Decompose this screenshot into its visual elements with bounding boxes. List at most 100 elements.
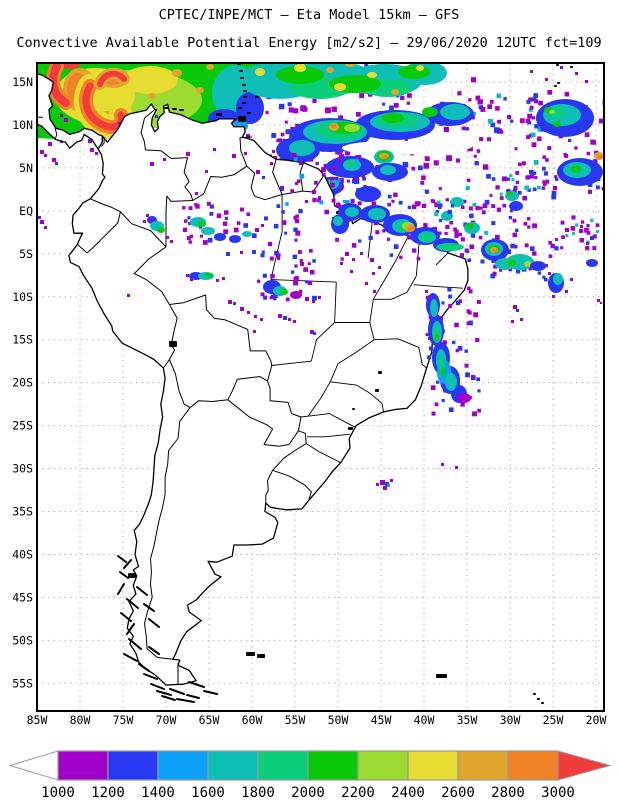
colorbar-tick-label: 1400 xyxy=(141,785,175,800)
cape-cell xyxy=(586,151,591,156)
lon-tick-label: 40W xyxy=(414,713,435,727)
cape-cell xyxy=(393,103,399,108)
cape-blob xyxy=(391,89,399,95)
cape-cell xyxy=(321,172,326,177)
cape-cell xyxy=(586,231,591,235)
cape-cell xyxy=(190,278,193,281)
cape-blob xyxy=(597,155,603,159)
cape-cell xyxy=(590,236,594,240)
cape-cell xyxy=(260,253,265,258)
colorbar-tick-label: 1200 xyxy=(91,785,125,800)
cape-cell xyxy=(143,220,146,223)
cape-cell xyxy=(551,194,557,200)
cape-blob xyxy=(416,65,424,71)
lon-tick-label: 55W xyxy=(285,713,306,727)
cape-cell xyxy=(571,226,576,231)
cape-cell xyxy=(265,110,269,115)
cape-cell xyxy=(495,234,500,240)
cape-blob xyxy=(196,87,204,93)
cape-cell xyxy=(543,171,549,176)
cape-blob xyxy=(509,201,523,211)
cape-cell xyxy=(276,256,280,260)
cape-cell xyxy=(512,188,517,193)
cape-cell xyxy=(223,229,229,235)
colorbar-tick-label: 1800 xyxy=(241,785,275,800)
cape-cell xyxy=(454,233,459,239)
cape-cell xyxy=(406,101,410,105)
cape-cell xyxy=(188,206,193,211)
cape-cell xyxy=(44,226,47,229)
cape-cell xyxy=(256,170,260,174)
lon-tick-label: 20W xyxy=(586,713,607,727)
cape-cell xyxy=(420,180,425,185)
cape-cell xyxy=(530,246,535,251)
lon-tick-label: 70W xyxy=(156,713,177,727)
cape-cell xyxy=(459,253,464,258)
cape-cell xyxy=(423,223,428,228)
cape-blob xyxy=(435,334,439,342)
cape-cell xyxy=(257,279,261,283)
cape-cell xyxy=(437,205,442,210)
cape-cell xyxy=(340,257,344,261)
cape-cell xyxy=(253,330,256,333)
lat-tick-label: 55S xyxy=(12,676,33,690)
cape-cell xyxy=(391,199,395,203)
colorbar-tick-label: 2800 xyxy=(491,785,525,800)
lat-tick-label: 15N xyxy=(12,75,33,89)
cape-cell xyxy=(319,200,324,205)
colorbar-tick-label: 1600 xyxy=(191,785,225,800)
cape-cell xyxy=(321,167,327,173)
cape-cell xyxy=(232,154,236,158)
cape-cell xyxy=(517,190,522,195)
cape-cell xyxy=(584,132,590,137)
cape-cell xyxy=(528,267,532,271)
cape-cell xyxy=(454,322,459,328)
cape-cell xyxy=(294,238,298,242)
cape-cell xyxy=(149,218,152,221)
colorbar-cell xyxy=(507,750,559,781)
cape-cell xyxy=(207,237,213,243)
cape-cell xyxy=(532,251,537,256)
cape-cell xyxy=(547,146,552,151)
cape-cell xyxy=(353,178,360,185)
cape-cell xyxy=(499,268,503,272)
cape-cell xyxy=(337,179,341,183)
cape-cell xyxy=(278,314,282,318)
cape-cell xyxy=(150,162,154,166)
cape-cell xyxy=(356,111,361,117)
cape-cell xyxy=(587,189,593,194)
cape-cell xyxy=(293,227,298,232)
cape-cell xyxy=(468,98,472,102)
cape-cell xyxy=(438,218,443,223)
cape-cell xyxy=(243,223,248,228)
cape-cell xyxy=(370,258,374,262)
cape-blob xyxy=(448,130,476,150)
lon-tick-label: 30W xyxy=(500,713,521,727)
cape-cell xyxy=(470,374,475,379)
cape-cell xyxy=(216,213,222,218)
cape-cell xyxy=(88,139,92,143)
cape-cell xyxy=(434,202,440,208)
cape-cell xyxy=(284,120,288,124)
cape-cell xyxy=(511,178,515,182)
cape-cell xyxy=(340,262,343,265)
cape-cell xyxy=(548,254,553,258)
cape-cell xyxy=(509,209,513,213)
cape-cell xyxy=(470,233,476,238)
colorbar-cell xyxy=(157,750,209,781)
cape-cell xyxy=(496,207,502,212)
cape-cell xyxy=(433,160,439,166)
cape-blob xyxy=(440,104,470,120)
cape-cell xyxy=(480,106,486,112)
cape-blob xyxy=(229,235,241,243)
colorbar-tick-label: 2600 xyxy=(441,785,475,800)
cape-cell xyxy=(465,127,470,131)
cape-cell xyxy=(295,182,298,185)
cape-cell xyxy=(527,225,531,229)
cape-cell xyxy=(264,216,268,221)
cape-cell xyxy=(312,190,316,194)
cape-cell xyxy=(468,206,473,211)
cape-cell xyxy=(568,138,572,143)
cape-cell xyxy=(531,142,537,148)
cape-cell xyxy=(565,228,569,232)
